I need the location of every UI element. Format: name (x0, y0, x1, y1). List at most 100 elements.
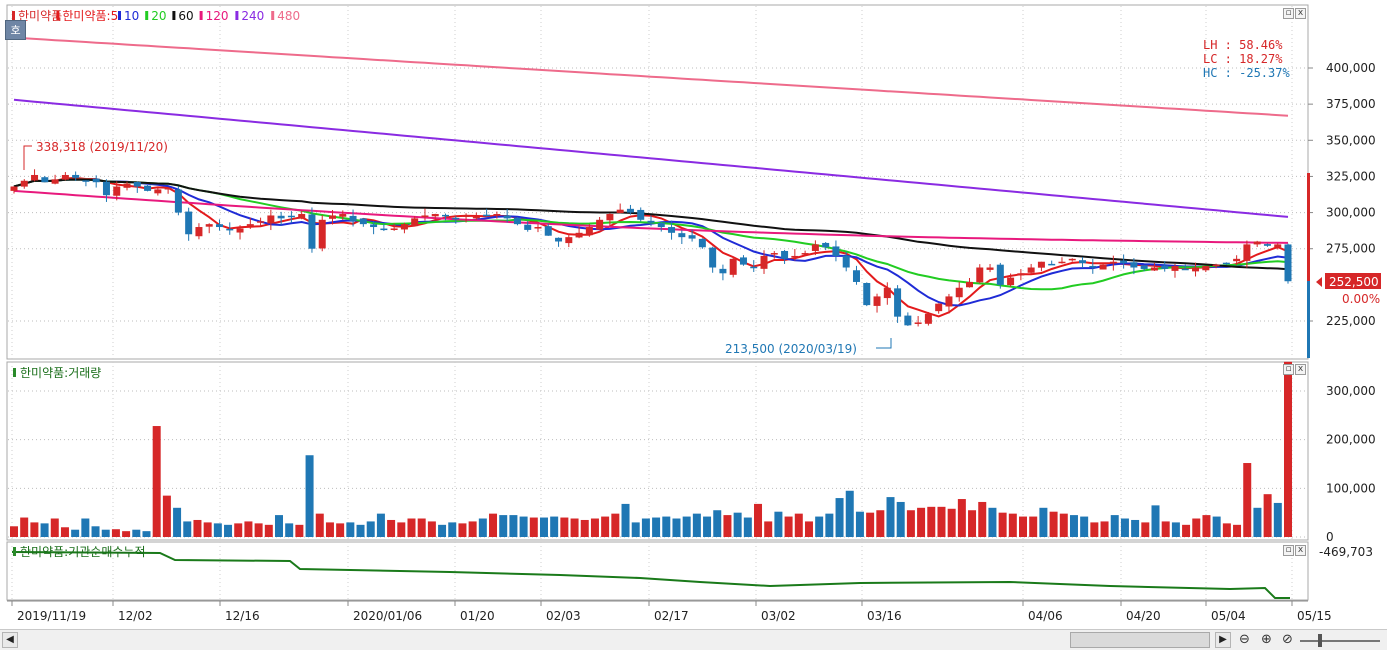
candle-body (442, 214, 450, 217)
scroll-left-button[interactable]: ◀ (2, 632, 18, 648)
scroll-right-button[interactable]: ▶ (1215, 632, 1231, 648)
volume-bar (754, 503, 763, 537)
zoom-slider[interactable] (1300, 640, 1380, 642)
candle-body (51, 179, 59, 184)
legend-label: 10 (124, 9, 139, 23)
candle-body (1284, 244, 1292, 282)
volume-bar (855, 511, 864, 537)
candle-body (791, 255, 799, 258)
candle-body (1058, 261, 1066, 264)
volume-bar (774, 511, 783, 537)
low-annotation: 213,500 (2020/03/19) (725, 342, 857, 356)
candle-body (257, 221, 265, 223)
volume-bar (1039, 507, 1048, 537)
volume-legend-marker (13, 368, 16, 377)
candle-body (852, 270, 860, 282)
candle-body (781, 250, 789, 259)
volume-bar (264, 524, 273, 537)
candle-body (637, 209, 645, 220)
volume-tick-label: 300,000 (1326, 384, 1376, 398)
candle-body (1243, 244, 1251, 261)
legend-marker (271, 11, 275, 20)
volume-bar (662, 516, 671, 537)
x-tick-label: 2019/11/19 (17, 609, 86, 623)
candle-body (1120, 260, 1128, 264)
legend-marker (145, 11, 149, 20)
volume-bar (366, 521, 375, 537)
volume-bar (713, 510, 722, 537)
candle-body (822, 242, 830, 248)
horizontal-scrollbar[interactable]: ◀ ▶ ⊖ ⊕ ⊘ (0, 629, 1387, 650)
candle-body (1099, 264, 1107, 270)
volume-pane-close-button[interactable]: x (1295, 364, 1306, 375)
volume-pane-restore-button[interactable]: ▫ (1283, 364, 1294, 375)
x-tick-label: 2020/01/06 (353, 609, 422, 623)
scroll-thumb[interactable] (1070, 632, 1210, 648)
volume-bar (672, 518, 681, 537)
volume-bar (111, 529, 120, 537)
candle-body (174, 189, 182, 213)
x-tick-label: 03/16 (867, 609, 902, 623)
volume-bar (325, 522, 334, 537)
volume-bar (254, 523, 263, 537)
candle-body (10, 186, 18, 191)
zoom-slider-knob[interactable] (1318, 634, 1322, 647)
x-tick-label: 04/06 (1028, 609, 1063, 623)
side-mode-button[interactable]: 호 (5, 20, 26, 40)
volume-bar (641, 518, 650, 537)
price-pane-restore-button[interactable]: ▫ (1283, 8, 1294, 19)
volume-bar (794, 513, 803, 537)
candle-body (698, 238, 706, 248)
candle-body (1130, 262, 1138, 268)
candle-body (544, 226, 552, 236)
volume-bar (743, 517, 752, 537)
ma-line-480 (13, 36, 1289, 117)
volume-bar (224, 524, 233, 537)
candle-body (729, 258, 737, 275)
inst-value: -469,703 (1319, 545, 1373, 559)
candle-body (287, 215, 295, 218)
volume-bar (295, 524, 304, 537)
candle-body (534, 227, 542, 229)
candle-body (996, 264, 1004, 285)
candle-body (524, 224, 532, 230)
volume-bar (417, 518, 426, 537)
candle-body (431, 214, 439, 217)
candle-body (719, 268, 727, 274)
inst-legend-marker (13, 547, 16, 556)
candle-body (924, 313, 932, 324)
x-tick-label: 02/17 (654, 609, 689, 623)
candles (10, 169, 1292, 327)
candle-body (1233, 258, 1241, 262)
volume-pane-frame (6, 361, 1309, 541)
candle-body (565, 237, 573, 244)
candle-body (863, 282, 871, 306)
inst-pane-restore-button[interactable]: ▫ (1283, 545, 1294, 556)
candle-body (493, 214, 501, 216)
volume-bar (10, 526, 18, 537)
price-pane-close-button[interactable]: x (1295, 8, 1306, 19)
candle-body (678, 233, 686, 238)
volume-bar (906, 510, 915, 537)
inst-pane-close-button[interactable]: x (1295, 545, 1306, 556)
zoom-out-icon[interactable]: ⊖ (1239, 632, 1250, 647)
candle-body (400, 224, 408, 230)
volume-bar (1019, 516, 1028, 537)
candle-body (873, 296, 881, 306)
candle-body (811, 244, 819, 251)
volume-bar (346, 522, 355, 537)
zoom-in-icon[interactable]: ⊕ (1261, 632, 1272, 647)
candle-body (770, 253, 778, 255)
volume-bar (1233, 524, 1242, 537)
candle-body (1212, 264, 1220, 267)
candle-body (92, 178, 100, 183)
volume-bar (733, 512, 742, 537)
price-legend: 한미약품 한미약품:5 10 20 60 120 240 480 (12, 8, 300, 23)
candle-body (1140, 265, 1148, 269)
zoom-reset-icon[interactable]: ⊘ (1282, 632, 1293, 647)
volume-bar (71, 529, 80, 537)
volume-bar (1049, 511, 1058, 537)
legend-label: 한미약품:5 (62, 8, 118, 23)
candle-body (575, 232, 583, 238)
x-tick-label: 12/16 (225, 609, 260, 623)
